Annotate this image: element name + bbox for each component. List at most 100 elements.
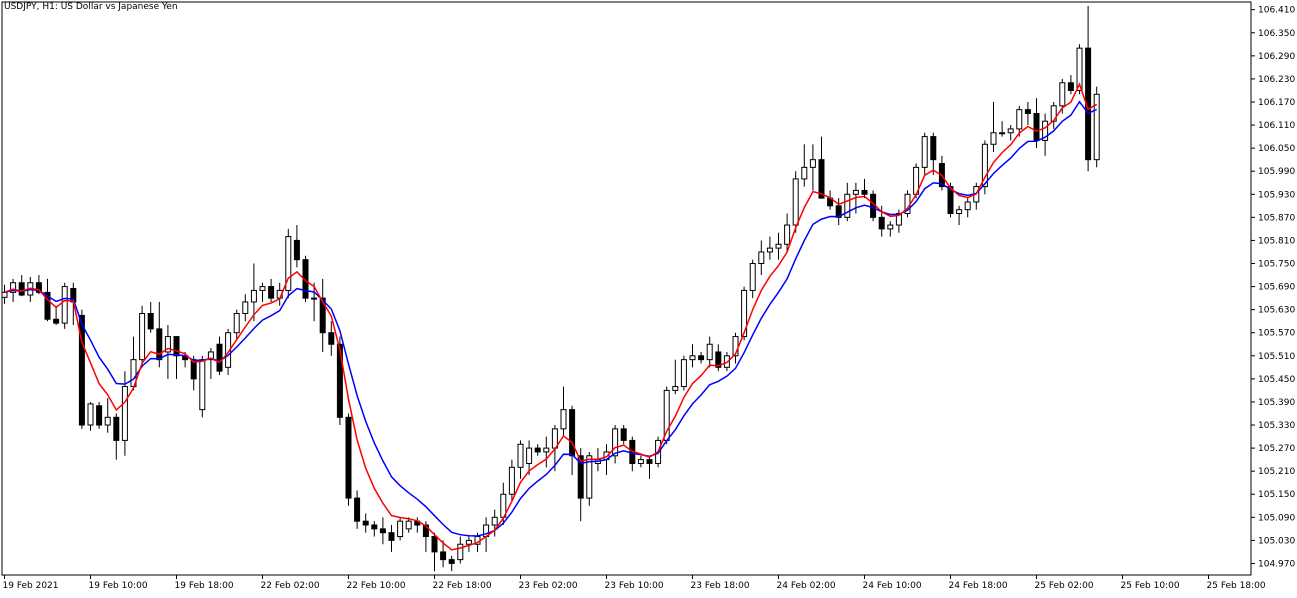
x-tick-label: 25 Feb 02:00 <box>1035 581 1094 591</box>
candle-body <box>35 282 42 293</box>
candle <box>981 140 988 195</box>
candle <box>113 413 120 460</box>
candle <box>139 305 146 368</box>
candle-body <box>311 297 318 300</box>
candle-body <box>96 405 103 426</box>
candle-body <box>698 355 705 361</box>
candle <box>956 205 963 226</box>
candle <box>440 540 447 568</box>
candle-body <box>1016 109 1023 130</box>
candle <box>87 401 94 431</box>
candle-body <box>741 289 748 338</box>
candle <box>569 405 576 476</box>
candle-body <box>1 291 8 298</box>
candle <box>809 144 816 191</box>
candle <box>749 259 756 299</box>
candle-body <box>10 282 17 293</box>
candle-body <box>672 386 679 391</box>
candle <box>250 263 257 322</box>
candle-body <box>517 443 524 468</box>
x-tick-label: 22 Feb 02:00 <box>261 581 320 591</box>
candle-body <box>878 216 885 230</box>
candle <box>104 398 111 433</box>
candle <box>362 513 369 533</box>
candle <box>448 555 455 572</box>
candle <box>1093 86 1100 168</box>
candle-body <box>956 209 963 215</box>
y-tick-label: 105.450 <box>1258 375 1295 385</box>
candle <box>964 198 971 218</box>
candle-body <box>328 332 335 345</box>
candle <box>345 413 352 506</box>
candle <box>371 521 378 537</box>
candle-body <box>1093 93 1100 161</box>
ma-fast-line <box>4 82 1098 551</box>
candle <box>758 240 765 276</box>
candle-body <box>818 159 825 199</box>
candle-body <box>749 263 756 291</box>
candles-layer <box>1 5 1100 572</box>
candle-body <box>534 447 541 453</box>
y-tick-label: 105.690 <box>1258 283 1295 293</box>
candle-body <box>268 286 275 299</box>
candle <box>1067 75 1074 95</box>
candle <box>930 132 937 176</box>
candle-body <box>53 318 60 324</box>
y-tick-label: 105.870 <box>1258 213 1295 223</box>
candle-body <box>526 447 533 464</box>
candle-body <box>835 205 842 218</box>
candle-body <box>173 336 180 357</box>
candle-body <box>852 189 859 195</box>
candle <box>706 336 713 368</box>
candle-body <box>689 355 696 361</box>
candle-body <box>371 524 378 530</box>
candle <box>61 282 68 329</box>
candle-body <box>388 532 395 541</box>
candle-body <box>259 286 266 291</box>
y-tick-label: 106.410 <box>1258 6 1295 16</box>
candle <box>1050 101 1057 129</box>
candle <box>517 440 524 479</box>
candle <box>698 351 705 364</box>
candle-body <box>233 312 240 334</box>
candle-body <box>156 328 163 361</box>
candle <box>465 536 472 552</box>
y-tick-label: 106.290 <box>1258 52 1295 62</box>
candle <box>904 190 911 218</box>
candle-body <box>242 301 249 314</box>
candle-body <box>431 536 438 553</box>
x-tick-label: 25 Feb 10:00 <box>1121 581 1180 591</box>
candle-body <box>285 236 292 291</box>
x-tick-label: 23 Feb 02:00 <box>519 581 578 591</box>
candle-body <box>405 520 412 530</box>
candle-body <box>809 159 816 168</box>
candle <box>18 275 25 297</box>
candle-body <box>87 403 94 426</box>
candle <box>715 344 722 372</box>
plot-border <box>1 1 1252 576</box>
candle-body <box>113 416 120 441</box>
candle <box>379 517 386 545</box>
candle <box>844 182 851 222</box>
candle-body <box>362 520 369 526</box>
candle <box>534 444 541 456</box>
candle-body <box>560 409 567 430</box>
candle <box>526 440 533 476</box>
candle <box>199 355 206 418</box>
candle <box>612 425 619 464</box>
candle-body <box>104 416 111 426</box>
candle-body <box>543 447 550 453</box>
candle <box>560 386 567 437</box>
candle <box>887 221 894 237</box>
candle <box>216 336 223 376</box>
candle-body <box>448 559 455 564</box>
candle <box>680 355 687 391</box>
candle <box>242 294 249 322</box>
candle <box>457 536 464 564</box>
candle <box>689 344 696 368</box>
y-tick-label: 105.750 <box>1258 260 1295 270</box>
candle-body <box>379 528 386 534</box>
candle <box>835 198 842 226</box>
